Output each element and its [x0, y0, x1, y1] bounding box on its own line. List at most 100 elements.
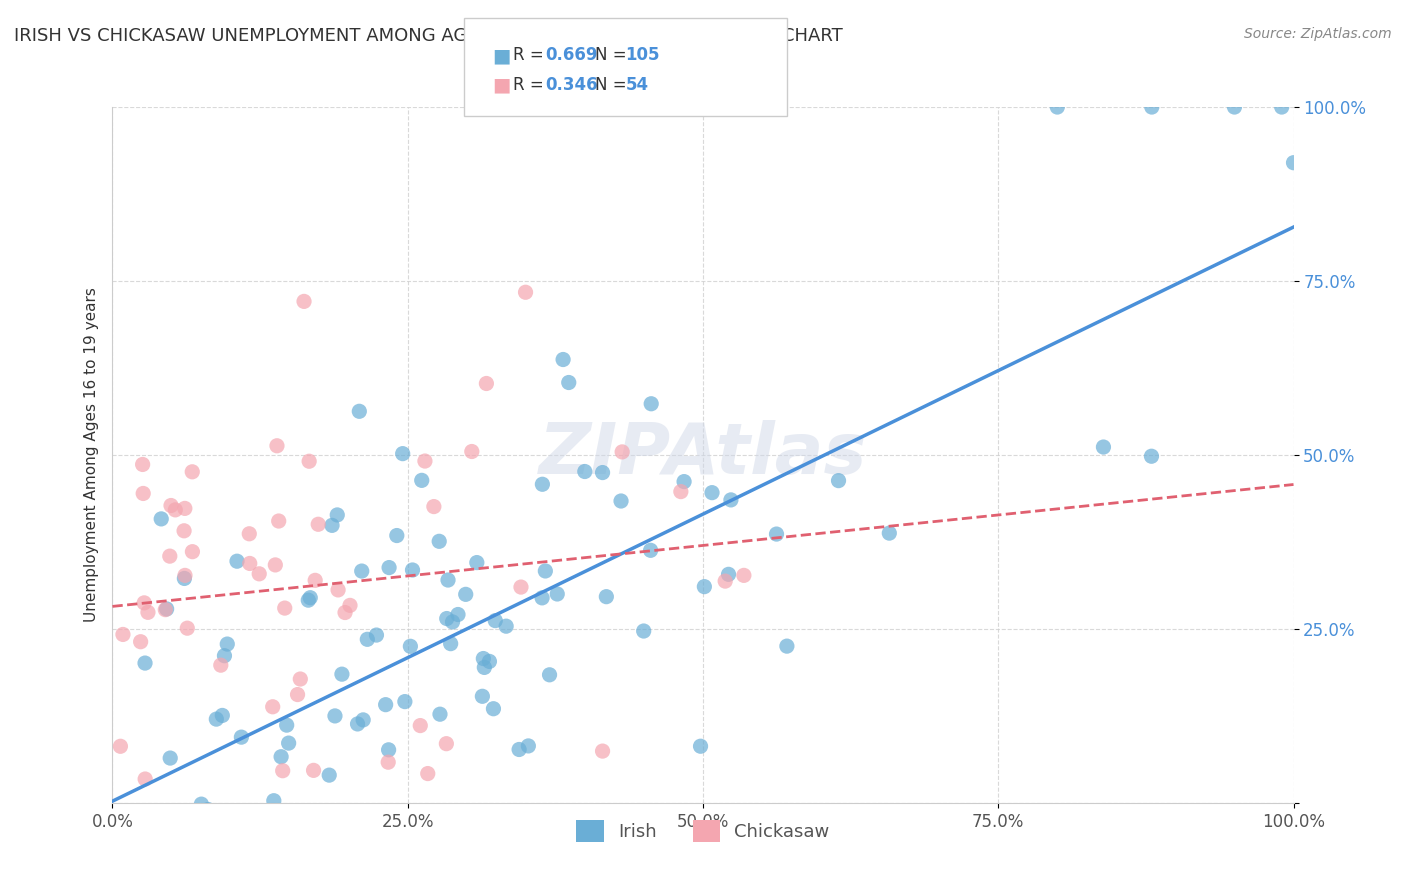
Irish — [508, 742, 530, 756]
Chickasaw — [160, 499, 183, 513]
Irish — [827, 474, 849, 488]
Irish — [441, 615, 464, 629]
Irish — [217, 637, 239, 651]
Irish — [879, 526, 901, 541]
Irish — [254, 830, 277, 845]
Chickasaw — [274, 601, 297, 615]
Irish — [776, 639, 799, 653]
Irish — [263, 794, 285, 808]
Irish — [184, 805, 207, 819]
Irish — [633, 624, 655, 638]
Chickasaw — [304, 574, 326, 588]
Irish — [205, 712, 228, 726]
Irish — [197, 802, 219, 816]
Chickasaw — [238, 526, 260, 541]
Chickasaw — [134, 772, 156, 786]
Irish — [231, 830, 253, 845]
Irish — [159, 751, 181, 765]
Irish — [531, 591, 554, 605]
Text: ZIPAtlas: ZIPAtlas — [538, 420, 868, 490]
Chickasaw — [339, 599, 361, 613]
Chickasaw — [510, 580, 533, 594]
Irish — [765, 527, 787, 541]
Text: R =: R = — [513, 46, 550, 64]
Text: ■: ■ — [492, 46, 510, 65]
Legend: Irish, Chickasaw: Irish, Chickasaw — [569, 813, 837, 849]
Irish — [472, 651, 495, 665]
Irish — [350, 564, 373, 578]
Irish — [1282, 155, 1305, 169]
Chickasaw — [434, 737, 457, 751]
Irish — [640, 397, 662, 411]
Irish — [700, 485, 723, 500]
Chickasaw — [181, 465, 204, 479]
Chickasaw — [326, 582, 349, 597]
Irish — [150, 512, 173, 526]
Chickasaw — [461, 444, 484, 458]
Chickasaw — [290, 672, 312, 686]
Chickasaw — [129, 634, 152, 648]
Irish — [1140, 449, 1163, 463]
Chickasaw — [110, 739, 132, 754]
Irish — [318, 768, 340, 782]
Irish — [190, 797, 212, 812]
Irish — [380, 828, 402, 842]
Chickasaw — [592, 744, 614, 758]
Irish — [693, 580, 716, 594]
Chickasaw — [292, 294, 315, 309]
Irish — [270, 749, 292, 764]
Chickasaw — [181, 544, 204, 558]
Chickasaw — [413, 454, 436, 468]
Chickasaw — [111, 627, 134, 641]
Text: N =: N = — [595, 46, 631, 64]
Irish — [534, 564, 557, 578]
Chickasaw — [132, 486, 155, 500]
Chickasaw — [267, 514, 290, 528]
Chickasaw — [204, 889, 226, 892]
Irish — [229, 830, 252, 845]
Chickasaw — [333, 606, 356, 620]
Chickasaw — [266, 439, 288, 453]
Chickasaw — [377, 755, 399, 769]
Irish — [558, 376, 581, 390]
Irish — [378, 560, 401, 574]
Irish — [276, 718, 298, 732]
Chickasaw — [302, 764, 325, 778]
Irish — [335, 809, 357, 823]
Irish — [454, 587, 477, 601]
Chickasaw — [262, 699, 284, 714]
Irish — [471, 830, 494, 845]
Chickasaw — [134, 596, 156, 610]
Irish — [231, 730, 253, 744]
Irish — [283, 830, 305, 845]
Irish — [484, 614, 506, 628]
Irish — [471, 690, 494, 704]
Irish — [720, 492, 742, 507]
Irish — [582, 830, 605, 845]
Irish — [447, 607, 470, 622]
Irish — [429, 707, 451, 722]
Irish — [538, 668, 561, 682]
Chickasaw — [475, 376, 498, 391]
Chickasaw — [264, 558, 287, 572]
Text: N =: N = — [595, 76, 631, 94]
Irish — [440, 637, 463, 651]
Text: Source: ZipAtlas.com: Source: ZipAtlas.com — [1244, 27, 1392, 41]
Chickasaw — [733, 568, 755, 582]
Irish — [495, 619, 517, 633]
Text: 0.669: 0.669 — [546, 46, 598, 64]
Irish — [399, 821, 422, 835]
Chickasaw — [131, 458, 153, 472]
Irish — [1092, 440, 1115, 454]
Text: 0.346: 0.346 — [546, 76, 598, 94]
Irish — [482, 702, 505, 716]
Text: 105: 105 — [626, 46, 661, 64]
Irish — [299, 591, 322, 605]
Irish — [366, 628, 388, 642]
Irish — [592, 466, 614, 480]
Irish — [257, 830, 280, 845]
Irish — [214, 648, 236, 663]
Irish — [356, 632, 378, 647]
Irish — [385, 528, 408, 542]
Irish — [394, 695, 416, 709]
